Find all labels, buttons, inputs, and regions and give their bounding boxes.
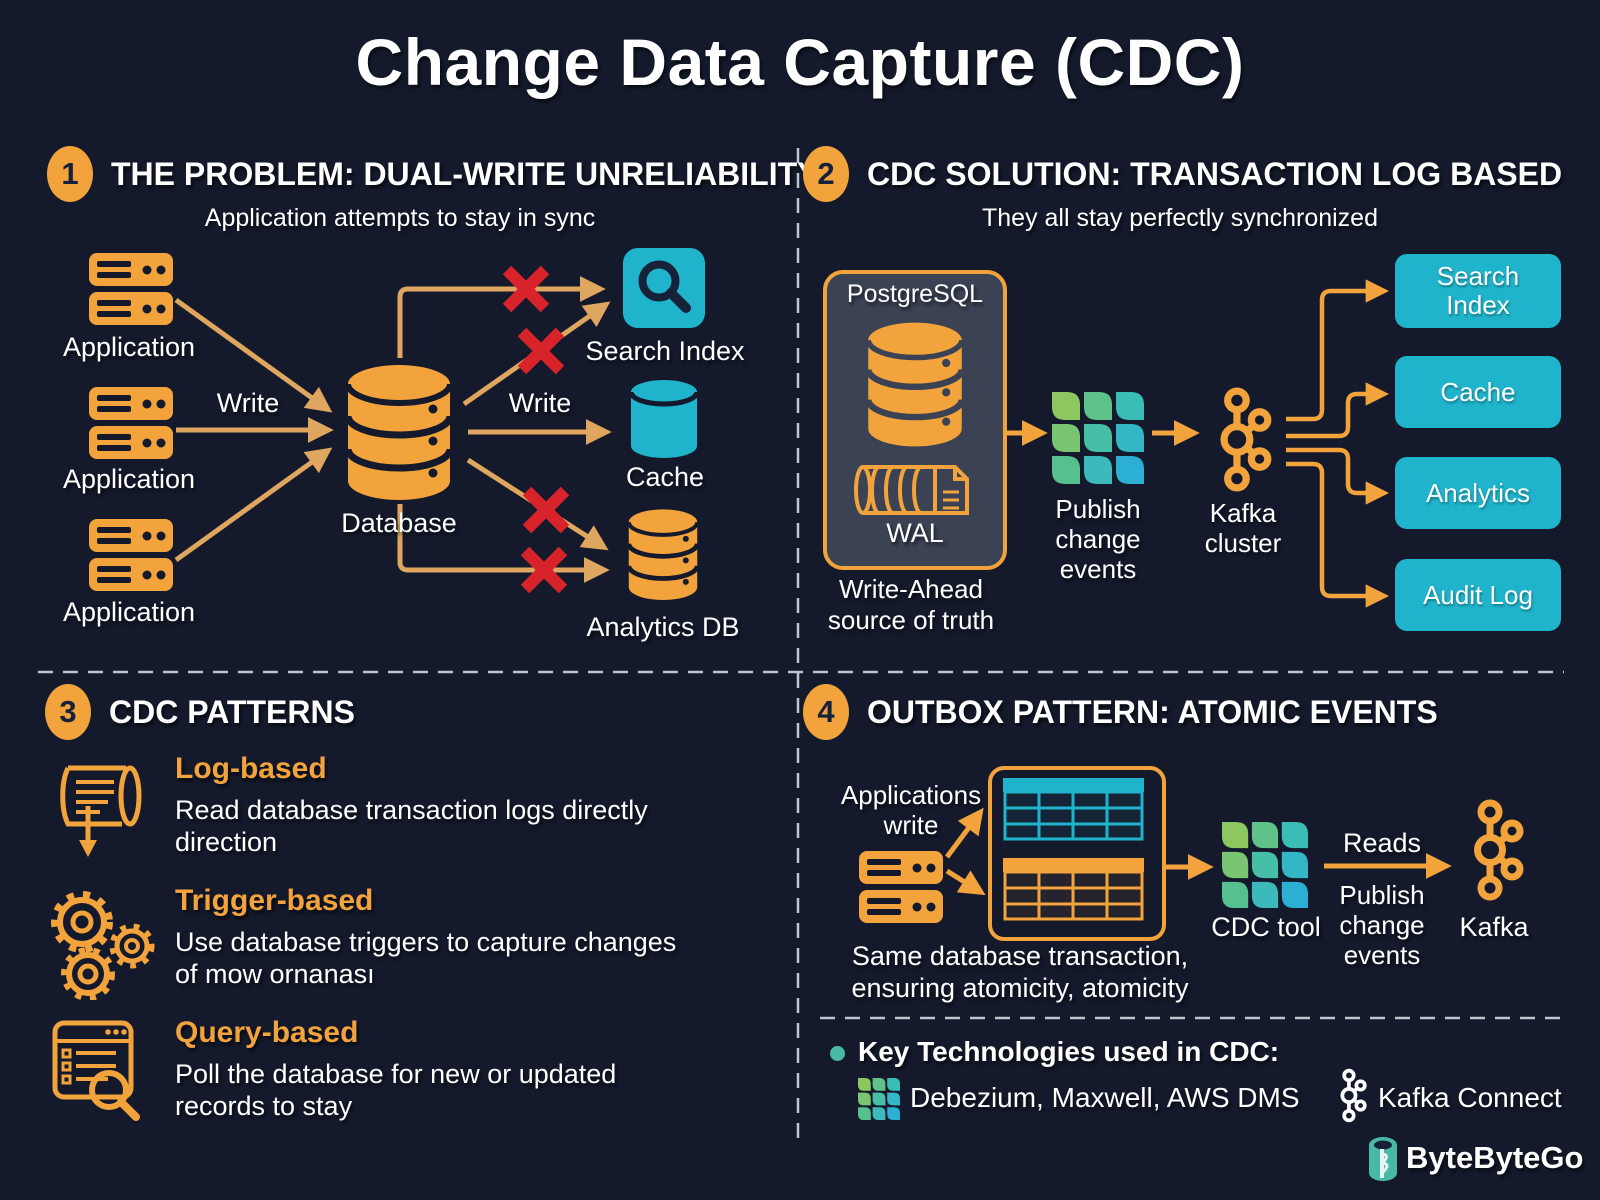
outbox-caption: Same database transaction, ensuring atom… [851,941,1189,1003]
application-server-icon [89,387,173,459]
postgres-label: PostgreSQL [846,280,984,308]
sink-analytics: Analytics [1395,457,1561,529]
publish-change-events-label: Publish change events [1055,494,1141,584]
postgres-panel: PostgreSQL WAL [823,270,1007,570]
wal-icon [854,465,969,515]
kafka-connect-label: Kafka Connect [1378,1082,1562,1113]
query-based-desc: Poll the database for new or updated rec… [175,1059,617,1121]
trigger-based-title: Trigger-based [175,884,374,917]
kafka-connect-icon [1340,1068,1367,1123]
debezium-icon [1052,392,1144,484]
query-based-title: Query-based [175,1016,359,1049]
application-server-icon [859,851,943,923]
q2-heading: CDC SOLUTION: TRANSACTION LOG BASED [867,155,1563,192]
application-server-icon [89,519,173,591]
analytics-db-icon [626,509,700,600]
q4-number-badge: 4 [803,684,849,740]
q1-number-badge: 1 [47,146,93,202]
cdc-tool-icon [1222,822,1308,908]
kafka-label: Kafka [1459,912,1529,942]
bytebytego-logo [1369,1137,1397,1181]
applications-write-label: Applications write [840,780,982,840]
q3-header: 3 CDC PATTERNS [45,684,355,740]
database-label: Database [341,508,457,538]
gears-icon [51,891,155,1000]
search-index-label: Search Index [585,336,745,366]
application-label: Application [62,332,196,362]
debezium-mini-icon [858,1078,900,1120]
cdc-tools-list: Debezium, Maxwell, AWS DMS [910,1082,1300,1113]
cache-label: Cache [625,462,705,492]
bytebytego-label: ByteByteGo [1406,1140,1584,1175]
q3-number-badge: 3 [45,684,91,740]
publish-change-events-label: Publish change events [1339,880,1425,970]
cache-icon [628,380,700,458]
kafka-icon [1474,799,1524,901]
key-technologies-heading: Key Technologies used in CDC: [858,1036,1280,1067]
q1-heading: THE PROBLEM: DUAL-WRITE UNRELIABILITY [111,155,819,192]
outbox-transaction-box [988,766,1166,941]
log-based-title: Log-based [175,752,327,785]
log-scroll-icon [60,765,142,857]
reads-label: Reads [1342,828,1422,858]
search-index-icon [623,248,705,328]
wal-caption: Write-Ahead source of truth [827,574,995,635]
q2-number-badge: 2 [803,146,849,202]
sink-audit-log: Audit Log [1395,559,1561,631]
red-x-icon [502,265,570,594]
sink-search-index: Search Index [1395,254,1561,328]
sink-cache: Cache [1395,356,1561,428]
application-label: Application [62,464,196,494]
q3-heading: CDC PATTERNS [109,693,355,730]
query-search-icon [52,1020,140,1121]
write-label-left: Write [216,388,280,418]
analytics-db-label: Analytics DB [586,612,740,642]
q1-subtitle: Application attempts to stay in sync [204,204,596,232]
write-label-right: Write [508,388,572,418]
application-label: Application [62,597,196,627]
outbox-table-icon [1003,858,1144,921]
q4-heading: OUTBOX PATTERN: ATOMIC EVENTS [867,693,1438,730]
application-server-icon [89,253,173,325]
kafka-cluster-label: Kafka cluster [1204,498,1282,558]
q1-header: 1 THE PROBLEM: DUAL-WRITE UNRELIABILITY [47,146,819,202]
database-icon [344,365,454,500]
q2-subtitle: They all stay perfectly synchronized [981,204,1378,232]
log-based-desc: Read database transaction logs directly … [175,795,648,857]
postgres-database-icon [865,322,965,447]
q2-header: 2 CDC SOLUTION: TRANSACTION LOG BASED [803,146,1562,202]
entity-table-icon [1003,778,1144,841]
q4-header: 4 OUTBOX PATTERN: ATOMIC EVENTS [803,684,1438,740]
cdc-tool-label: CDC tool [1211,912,1321,942]
wal-label: WAL [886,518,944,548]
kafka-cluster-icon [1220,387,1272,492]
bullet-dot [830,1046,845,1061]
page-title: Change Data Capture (CDC) [355,25,1245,99]
trigger-based-desc: Use database triggers to capture changes… [175,927,677,989]
